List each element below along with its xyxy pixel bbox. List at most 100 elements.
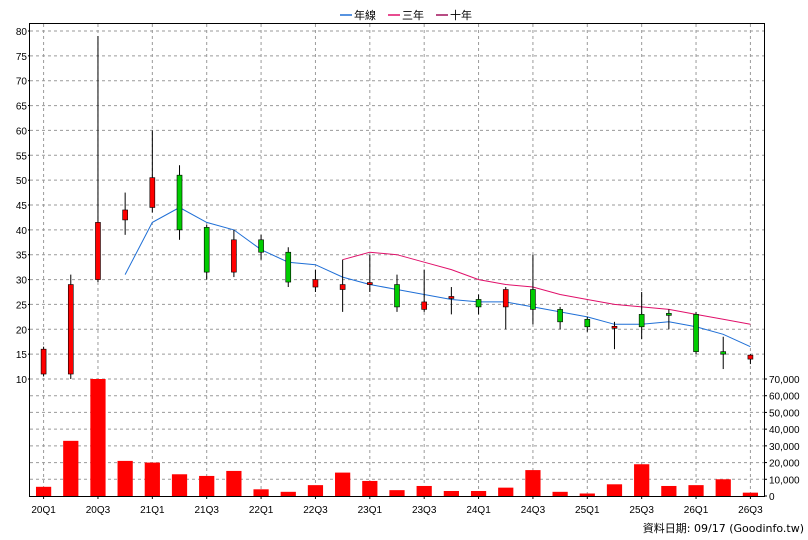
candle-body (149, 177, 156, 208)
moving-average-lines (124, 206, 751, 348)
volume-bar (90, 379, 106, 496)
volume-bar (688, 485, 704, 496)
price-tick-label: 50 (16, 176, 28, 187)
candle-body (448, 296, 455, 299)
volume-bar (35, 486, 52, 496)
quarter-tick-label: 21Q1 (140, 505, 165, 516)
volume-tick-label: 70,000 (769, 375, 800, 386)
volume-bar (144, 462, 160, 496)
quarter-tick-label: 24Q3 (521, 505, 546, 516)
price-tick-label: 30 (16, 276, 28, 287)
legend-label: 十年 (450, 8, 472, 22)
price-tick-label: 80 (16, 27, 28, 38)
price-candles (40, 35, 754, 379)
volume-tick-label: 10,000 (769, 475, 800, 486)
volume-bar (606, 484, 623, 496)
quarter-tick-label: 25Q1 (575, 505, 600, 516)
volume-bar (335, 472, 351, 496)
candle-body (258, 239, 264, 253)
quarter-tick-label: 20Q1 (31, 505, 56, 516)
volume-bar (498, 487, 514, 496)
price-tick-label: 20 (16, 325, 28, 336)
volume-bar (389, 490, 405, 496)
volume-bar (742, 492, 759, 496)
volume-tick-label: 40,000 (769, 425, 800, 436)
volume-bar (634, 464, 650, 496)
quarter-tick-label: 21Q3 (194, 505, 219, 516)
candle-body (747, 354, 754, 360)
quarter-tick-label: 22Q3 (303, 505, 328, 516)
volume-bar (715, 479, 731, 496)
price-tick-label: 40 (16, 226, 28, 237)
quarter-tick-label: 20Q3 (86, 505, 111, 516)
volume-tick-label: 0 (769, 492, 775, 503)
price-tick-label: 55 (16, 151, 28, 162)
quarter-tick-label: 23Q3 (412, 505, 437, 516)
price-tick-label: 25 (16, 300, 28, 311)
price-tick-label: 70 (16, 77, 28, 88)
volume-bar (362, 480, 378, 496)
price-tick-label: 60 (16, 126, 28, 137)
candle-body (312, 279, 319, 288)
price-tick-label: 65 (16, 102, 28, 113)
volume-axis-ticks: 0 10,000 20,000 30,000 40,000 50,000 60,000 70,… (764, 375, 800, 503)
volume-tick-label: 50,000 (769, 408, 800, 419)
price-axis-ticks: 10 15 20 25 30 35 40 45 50 55 60 65 70 75 80 (16, 27, 30, 386)
volume-bar (63, 440, 79, 496)
quarter-tick-label: 24Q1 (466, 505, 491, 516)
price-tick-label: 35 (16, 251, 28, 262)
volume-bar (171, 474, 188, 496)
volume-bar (470, 490, 487, 496)
price-tick-label: 10 (16, 375, 28, 386)
legend-label: 三年 (402, 8, 424, 22)
volume-bar (280, 491, 296, 496)
quarter-axis-ticks: 20Q1 20Q3 21Q1 21Q3 22Q1 22Q3 23Q1 23Q3 24Q1 24Q3… (31, 496, 763, 516)
volume-bar (661, 485, 677, 496)
candle-body (67, 284, 74, 375)
volume-bar (117, 460, 133, 496)
volume-bars (35, 379, 759, 496)
candle-body (584, 319, 591, 328)
candle-body (720, 351, 727, 355)
chart-grid (30, 24, 764, 496)
volume-bar (443, 490, 459, 496)
chart-legend: 年線 三年 十年 (340, 8, 472, 22)
price-tick-label: 45 (16, 201, 28, 212)
volume-tick-label: 60,000 (769, 392, 800, 403)
price-tick-label: 15 (16, 350, 28, 361)
annual-line (124, 206, 751, 348)
candle-body (557, 309, 563, 323)
candle-body (394, 284, 400, 308)
candle-body (367, 282, 373, 285)
quarter-tick-label: 23Q1 (358, 505, 383, 516)
candle-body (339, 284, 346, 290)
candle-body (638, 314, 645, 328)
volume-bar (552, 491, 568, 496)
candle-body (95, 222, 101, 280)
quarter-tick-label: 22Q1 (249, 505, 274, 516)
volume-bar (525, 470, 541, 496)
candle-body (421, 301, 427, 310)
volume-tick-label: 30,000 (769, 442, 800, 453)
candle-body (530, 289, 536, 310)
quarter-tick-label: 26Q3 (738, 505, 763, 516)
volume-bar (416, 485, 432, 496)
price-tick-label: 75 (16, 52, 28, 63)
candle-body (203, 227, 210, 273)
volume-bar (226, 470, 242, 496)
volume-tick-label: 20,000 (769, 459, 800, 470)
candle-body (693, 314, 699, 352)
candle-body (666, 313, 672, 316)
volume-bar (579, 493, 595, 496)
source-credit: 資料日期: 09/17 (Goodinfo.tw) (643, 521, 804, 535)
candle-body (40, 348, 47, 375)
volume-bar (253, 489, 269, 496)
candle-body (611, 325, 618, 329)
candle-body (231, 239, 237, 273)
legend-label: 年線 (354, 8, 376, 22)
volume-bar (199, 475, 215, 496)
candle-body (285, 251, 292, 283)
plot-border (29, 23, 765, 497)
quarter-tick-label: 25Q3 (629, 505, 654, 516)
